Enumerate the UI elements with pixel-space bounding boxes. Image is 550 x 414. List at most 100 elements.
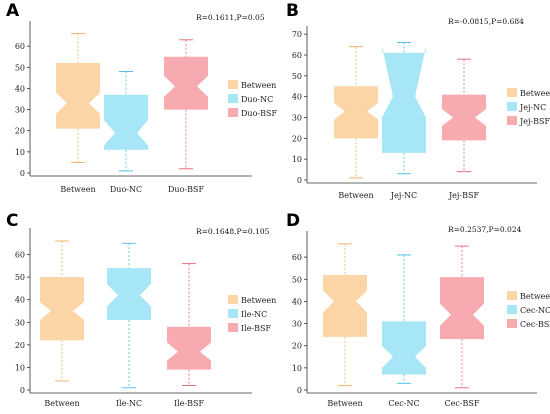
y-tick-label: 70: [292, 30, 302, 39]
box-body: [107, 268, 151, 321]
legend-swatch: [228, 108, 238, 117]
y-tick-label: 50: [15, 273, 25, 282]
legend-label: Jej-NC: [519, 103, 546, 112]
x-category-label: Jej-BSF: [448, 191, 479, 200]
box-Between: [40, 240, 84, 382]
y-tick-label: 60: [15, 251, 25, 260]
box-Cec-BSF: [440, 245, 484, 389]
y-tick-label: 50: [292, 72, 302, 81]
legend-label: Between: [520, 292, 550, 301]
box-body: [40, 277, 84, 341]
legend-swatch: [507, 319, 517, 328]
y-tick-label: 20: [15, 127, 25, 136]
legend-label: Duo-NC: [241, 95, 273, 104]
legend-swatch: [507, 102, 517, 111]
y-tick-label: 40: [15, 296, 25, 305]
stat-annotation: R=-0.0815,P=0.684: [448, 17, 524, 26]
legend-label: Jej-BSF: [519, 117, 550, 126]
box-body: [334, 86, 378, 139]
y-tick-label: 0: [297, 386, 302, 395]
y-tick-label: 30: [15, 106, 25, 115]
x-category-label: Between: [44, 399, 79, 408]
x-category-label: Ile-NC: [116, 399, 142, 408]
legend-label: Cec-NC: [520, 306, 550, 315]
legend-label: Between: [520, 89, 550, 98]
y-tick-label: 30: [292, 320, 302, 329]
box-Cec-NC: [382, 254, 426, 384]
y-tick-label: 50: [15, 63, 25, 72]
box-body: [164, 56, 208, 110]
legend: Between Ile-NC Ile-BSF: [228, 295, 276, 333]
box-Ile-NC: [107, 242, 151, 389]
stat-annotation: R=0.1611,P=0.05: [196, 13, 265, 22]
legend-label: Cec-BSF: [520, 320, 550, 329]
y-tick-label: 10: [292, 364, 302, 373]
x-category-label: Cec-NC: [388, 399, 419, 408]
x-category-label: Between: [327, 399, 362, 408]
box-Jej-NC: [382, 42, 426, 175]
y-tick-label: 30: [15, 318, 25, 327]
legend-label: Duo-BSF: [241, 109, 277, 118]
box-body: [323, 274, 367, 337]
y-tick-label: 20: [15, 341, 25, 350]
legend-swatch: [507, 88, 517, 97]
legend-label: Between: [241, 81, 276, 90]
stat-annotation: R=0.1648,P=0.105: [196, 227, 270, 236]
box-Duo-BSF: [164, 39, 208, 170]
y-tick-label: 10: [292, 155, 302, 164]
legend-swatch: [228, 94, 238, 103]
y-tick-label: 10: [15, 148, 25, 157]
legend-label: Ile-NC: [241, 310, 267, 319]
panel-letter: B: [286, 1, 299, 21]
legend-swatch: [228, 309, 238, 318]
y-tick-label: 30: [292, 114, 302, 123]
x-category-label: Duo-BSF: [168, 185, 204, 194]
legend: Between Duo-NC Duo-BSF: [228, 80, 277, 118]
y-tick-label: 50: [292, 275, 302, 284]
box-Jej-BSF: [442, 58, 486, 173]
stat-annotation: R=0.2537,P=0.024: [448, 225, 522, 234]
legend-swatch: [228, 80, 238, 89]
box-body: [104, 94, 148, 150]
y-tick-label: 10: [15, 363, 25, 372]
y-tick-label: 60: [292, 51, 302, 60]
y-tick-label: 20: [292, 342, 302, 351]
box-body: [382, 46, 426, 153]
legend-swatch: [507, 291, 517, 300]
y-tick-label: 40: [15, 84, 25, 93]
panel-D: D R=0.2537,P=0.024 0 10 20 30 40 50 60 Between Cec…: [286, 211, 550, 408]
panel-A: A R=0.1611,P=0.05 0 10 20 30 40 50 60 Between Duo-…: [6, 1, 277, 194]
box-Between: [323, 243, 367, 387]
x-category-label: Between: [338, 191, 373, 200]
legend-swatch: [228, 295, 238, 304]
x-category-label: Jej-NC: [390, 191, 417, 200]
legend: Between Jej-NC Jej-BSF: [507, 88, 550, 126]
panel-letter: C: [6, 211, 18, 231]
legend-swatch: [507, 116, 517, 125]
x-category-label: Cec-BSF: [445, 399, 480, 408]
y-tick-label: 60: [292, 253, 302, 262]
box-body: [167, 326, 211, 370]
x-category-label: Duo-NC: [110, 185, 142, 194]
x-category-label: Between: [60, 185, 95, 194]
y-tick-label: 40: [292, 93, 302, 102]
panel-B: B R=-0.0815,P=0.684 0 10 20 30 40 50 60 70 Between…: [286, 1, 550, 200]
box-body: [56, 63, 100, 129]
y-tick-label: 0: [297, 176, 302, 185]
y-tick-label: 0: [20, 386, 25, 395]
box-body: [440, 277, 484, 340]
box-body: [442, 94, 486, 141]
y-tick-label: 0: [20, 169, 25, 178]
y-tick-label: 20: [292, 134, 302, 143]
legend-swatch: [228, 323, 238, 332]
box-Duo-NC: [104, 71, 148, 172]
box-body: [382, 321, 426, 375]
legend-swatch: [507, 305, 517, 314]
panel-letter: A: [6, 1, 20, 21]
x-category-label: Ile-BSF: [174, 399, 205, 408]
y-tick-label: 40: [292, 297, 302, 306]
legend: Between Cec-NC Cec-BSF: [507, 291, 550, 329]
legend-label: Ile-BSF: [241, 324, 272, 333]
box-Ile-BSF: [167, 263, 211, 386]
